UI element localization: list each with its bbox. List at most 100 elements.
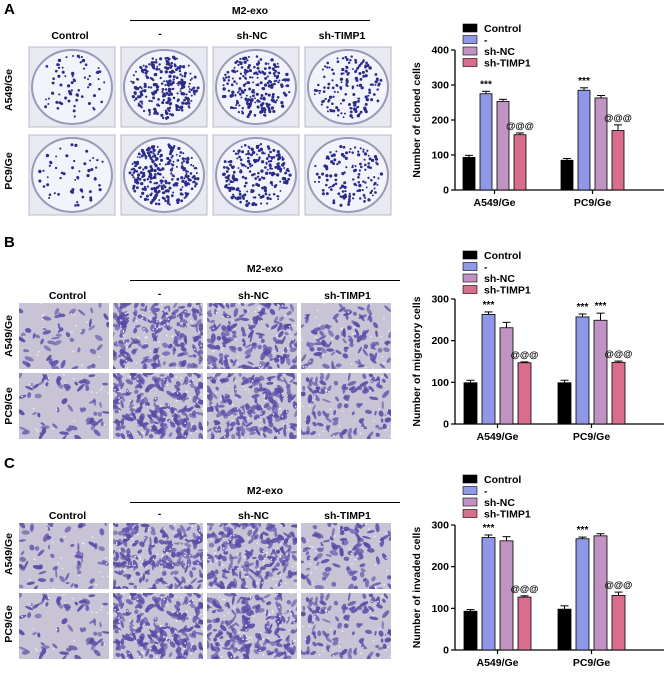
bar-sh-NC (594, 97, 608, 191)
legend-swatch-sh-NC (462, 273, 478, 283)
transwell-image-r1-c2 (207, 593, 297, 659)
chart-cloned-cells: 0 100 200 300 400 Number of cloned cells *** @@… (411, 23, 664, 209)
transwell-image-r1-c0 (19, 373, 109, 439)
x-tick-label: PC9/Ge (573, 657, 611, 669)
significance-label: @@@ (605, 580, 633, 591)
y-tick-label: 100 (431, 377, 449, 389)
panel-c-col-shtimp1: sh-TIMP1 (324, 510, 371, 522)
transwell-image-r0-c3 (301, 303, 391, 369)
bar-sh-NC (593, 535, 608, 651)
transwell-image-r0-c2 (207, 303, 297, 369)
legend-label: sh-TIMP1 (484, 58, 531, 70)
bar-sh-TIMP1 (611, 361, 626, 425)
y-axis-label: Number of invaded cells (411, 527, 423, 649)
panel-b-col-control: Control (48, 290, 87, 302)
panel-a-col-shtimp1: sh-TIMP1 (318, 30, 366, 42)
bar-- (481, 314, 496, 425)
significance-label: @@@ (506, 121, 534, 132)
transwell-image-r1-c3 (301, 373, 391, 439)
y-tick-label: 200 (431, 115, 449, 127)
significance-label: *** (480, 79, 492, 90)
panel-b-row-pc9: PC9/Ge (3, 387, 15, 425)
legend-swatch-sh-NC (462, 46, 478, 56)
legend-label: sh-TIMP1 (484, 285, 531, 297)
colony-dish-image-r1-c3 (304, 134, 392, 216)
legend-swatch-Control (462, 474, 478, 484)
legend-label: sh-NC (484, 497, 515, 509)
y-tick-label: 200 (431, 335, 449, 347)
panel-a-group-header: M2-exo (231, 5, 269, 17)
panel-c-row-pc9: PC9/Ge (3, 605, 15, 643)
panel-b-col-minus: - (157, 288, 162, 300)
x-tick-label: A549/Ge (473, 197, 515, 209)
transwell-image-r0-c1 (113, 523, 203, 589)
legend-label: Control (484, 23, 521, 35)
y-tick-label: 300 (431, 520, 449, 532)
chart-migratory-cells: 0 100 200 300 Number of migratory cells *** @@… (411, 250, 664, 443)
legend-label: Control (484, 250, 521, 262)
legend-swatch-Control (462, 250, 478, 260)
bar-Control (560, 159, 574, 191)
transwell-image-r0-c0 (19, 523, 109, 589)
panel-a-letter: A (4, 1, 15, 18)
bar-Control (557, 608, 572, 651)
legend-swatch-Control (462, 23, 478, 33)
significance-label: *** (483, 523, 495, 534)
panel-b-group-line (130, 280, 400, 281)
panel-a-group-line (130, 20, 370, 21)
transwell-image-r0-c2 (207, 523, 297, 589)
y-tick-label: 0 (443, 419, 449, 431)
legend-swatch-sh-TIMP1 (462, 58, 478, 67)
bar-- (575, 316, 590, 425)
transwell-image-r0-c1 (113, 303, 203, 369)
legend-swatch-- (462, 486, 478, 495)
chart-invaded-cells: 0 100 200 300 Number of invaded cells *** @@@ A… (411, 474, 664, 669)
significance-label: @@@ (605, 349, 633, 360)
bar-- (479, 93, 493, 191)
y-tick-label: 300 (431, 80, 449, 92)
panel-a-row-a549: A549/Ge (3, 68, 15, 112)
y-tick-label: 200 (431, 561, 449, 573)
bar-Control (463, 382, 478, 425)
legend-label: Control (484, 474, 521, 486)
transwell-image-r1-c3 (301, 593, 391, 659)
legend-label: sh-NC (484, 46, 515, 58)
y-axis-label: Number of cloned cells (411, 62, 423, 178)
colony-dish-image-r0-c0 (28, 46, 116, 128)
bar-Control (462, 157, 476, 191)
panel-a-col-minus: - (158, 28, 162, 40)
transwell-image-r1-c2 (207, 373, 297, 439)
colony-dish-image-r0-c1 (120, 46, 208, 128)
bar-sh-NC (499, 327, 514, 425)
legend-label: - (484, 486, 488, 498)
transwell-image-r0-c3 (301, 523, 391, 589)
significance-label: @@@ (604, 113, 632, 124)
panel-a-row-pc9: PC9/Ge (3, 152, 15, 190)
bar-- (481, 537, 496, 651)
bar-sh-NC (496, 101, 510, 191)
significance-label: *** (578, 76, 590, 87)
bar-Control (463, 610, 478, 651)
colony-dish-image-r1-c0 (28, 134, 116, 216)
y-tick-label: 0 (443, 185, 449, 197)
bar-sh-NC (593, 319, 608, 425)
panel-b-letter: B (4, 234, 15, 251)
panel-c-group-header: M2-exo (246, 485, 284, 497)
legend-swatch-- (462, 262, 478, 271)
transwell-image-r1-c1 (113, 593, 203, 659)
legend-swatch-sh-TIMP1 (462, 285, 478, 294)
panel-b-col-shnc: sh-NC (238, 290, 269, 302)
colony-dish-image-r0-c3 (304, 46, 392, 128)
legend-swatch-sh-TIMP1 (462, 509, 478, 518)
legend-label: - (484, 262, 488, 274)
colony-dish-image-r1-c2 (212, 134, 300, 216)
y-tick-label: 100 (431, 603, 449, 615)
significance-label: *** (595, 301, 607, 312)
bar-sh-TIMP1 (513, 134, 527, 191)
panel-c-letter: C (4, 455, 15, 472)
x-tick-label: A549/Ge (476, 431, 518, 443)
y-tick-label: 100 (431, 150, 449, 162)
panel-a-col-shnc: sh-NC (236, 30, 268, 42)
legend-swatch-- (462, 35, 478, 44)
x-tick-label: PC9/Ge (574, 197, 612, 209)
